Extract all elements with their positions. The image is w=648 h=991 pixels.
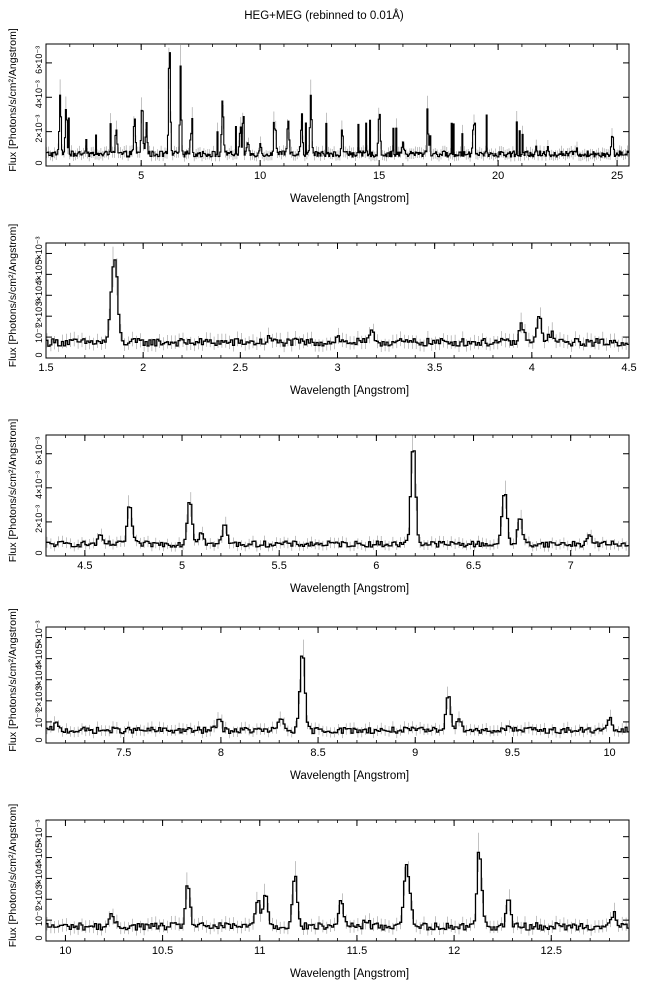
x-tick-label: 5.5 [272, 560, 287, 572]
y-tick-label: 3×10⁻³ [34, 663, 44, 691]
x-tick-label: 7.5 [116, 747, 131, 759]
y-tick-label: 3×10⁻³ [34, 278, 44, 306]
x-tick-label: 7 [568, 560, 574, 572]
x-tick-label: 2.5 [233, 362, 248, 374]
x-tick-label: 10.5 [152, 945, 173, 957]
y-tick-label: 0 [34, 160, 44, 165]
plot-frame [45, 43, 630, 167]
y-tick-label: 4×10⁻³ [34, 642, 44, 670]
x-tick-label: 8 [218, 747, 224, 759]
y-tick-label: 0 [34, 550, 44, 555]
y-tick-label: 2×10⁻³ [34, 882, 44, 910]
x-tick-label: 25 [611, 170, 623, 182]
y-tick-label: 10⁻³ [34, 325, 44, 343]
y-tick-label: 5×10⁻³ [34, 820, 44, 848]
x-tick-label: 4 [529, 362, 535, 374]
y-tick-label: 0 [34, 352, 44, 357]
x-tick-label: 11.5 [347, 945, 368, 957]
x-tick-label: 4.5 [77, 560, 92, 572]
x-tick-label: 2 [140, 362, 146, 374]
x-tick-label: 6 [373, 560, 379, 572]
x-axis-label: Wavelength [Angstrom] [290, 583, 409, 595]
spectrum-panel-1: 5 10 15 20 25 0 2×10⁻³ 4×10⁻³ 6×10⁻³ Wavelength [… [7, 28, 630, 205]
plot-frame [45, 626, 630, 744]
x-tick-label: 9 [412, 747, 418, 759]
x-tick-label: 5 [179, 560, 185, 572]
y-tick-label: 4×10⁻³ [34, 471, 44, 499]
y-tick-label: 5×10⁻³ [34, 236, 44, 264]
x-tick-label: 15 [373, 170, 385, 182]
x-tick-label: 11 [254, 945, 265, 957]
y-tick-label: 10⁻³ [34, 710, 44, 728]
spectrum-panel-5: 10 10.5 11 11.5 12 12.5 0 10⁻³2×10⁻³3×10⁻³4×10⁻… [7, 804, 630, 980]
y-axis-label: Flux [Photons/s/cm²/Angstrom] [7, 224, 19, 368]
y-tick-label: 4×10⁻³ [34, 80, 44, 108]
y-tick-label: 6×10⁻³ [34, 437, 44, 465]
x-tick-label: 20 [492, 170, 504, 182]
spectrum-line [46, 52, 629, 158]
spectrum-panel-4: 7.5 8 8.5 9 9.5 10 0 10⁻³2×10⁻³3×10⁻³4×10⁻³5×10… [7, 608, 630, 782]
spectrum-panel-3: 4.5 5 5.5 6 6.5 7 0 2×10⁻³ 4×10⁻³ 6×10⁻³ Wavelengt… [7, 419, 630, 595]
y-tick-label: 0 [34, 737, 44, 742]
x-axis-label: Wavelength [Angstrom] [290, 385, 409, 397]
x-tick-label: 3.5 [427, 362, 442, 374]
y-tick-label: 2×10⁻³ [34, 299, 44, 327]
x-tick-label: 9.5 [505, 747, 520, 759]
x-tick-label: 8.5 [310, 747, 325, 759]
y-tick-label: 4×10⁻³ [34, 841, 44, 869]
x-axis-label: Wavelength [Angstrom] [290, 770, 409, 782]
y-tick-label: 4×10⁻³ [34, 257, 44, 285]
y-tick-label: 2×10⁻³ [34, 684, 44, 712]
x-tick-label: 5 [138, 170, 144, 182]
y-tick-label: 2×10⁻³ [34, 505, 44, 533]
spectrum-line [46, 851, 629, 931]
y-tick-label: 0 [34, 935, 44, 940]
y-tick-label: 5×10⁻³ [34, 621, 44, 649]
x-tick-label: 10 [254, 170, 266, 182]
plot-frame [45, 242, 630, 359]
x-tick-label: 4.5 [621, 362, 636, 374]
x-tick-label: 10 [603, 747, 615, 759]
spectrum-line [46, 259, 629, 347]
x-tick-label: 1.5 [38, 362, 53, 374]
spectrum-panel-2: 1.5 2 2.5 3 3.5 4 4.5 0 10⁻³2×10⁻³3×10⁻³4×10⁻³5×… [7, 224, 637, 397]
x-tick-label: 6.5 [466, 560, 481, 572]
y-tick-label: 6×10⁻³ [34, 46, 44, 74]
x-tick-label: 10 [59, 945, 71, 957]
y-tick-label: 3×10⁻³ [34, 861, 44, 889]
spectrum-line [46, 450, 629, 548]
x-tick-label: 12.5 [541, 945, 562, 957]
spectrum-line [46, 655, 629, 735]
chart-title: HEG+MEG (rebinned to 0.01Å) [244, 10, 404, 22]
x-tick-label: 12 [448, 945, 460, 957]
y-axis-label: Flux [Photons/s/cm²/Angstrom] [7, 28, 19, 172]
x-axis-label: Wavelength [Angstrom] [290, 968, 409, 980]
y-tick-label: 2×10⁻³ [34, 115, 44, 143]
y-axis-label: Flux [Photons/s/cm²/Angstrom] [7, 608, 19, 752]
x-tick-label: 3 [334, 362, 340, 374]
y-tick-label: 10⁻³ [34, 908, 44, 926]
y-axis-label: Flux [Photons/s/cm²/Angstrom] [7, 804, 19, 948]
x-axis-label: Wavelength [Angstrom] [290, 193, 409, 205]
y-axis-label: Flux [Photons/s/cm²/Angstrom] [7, 419, 19, 563]
